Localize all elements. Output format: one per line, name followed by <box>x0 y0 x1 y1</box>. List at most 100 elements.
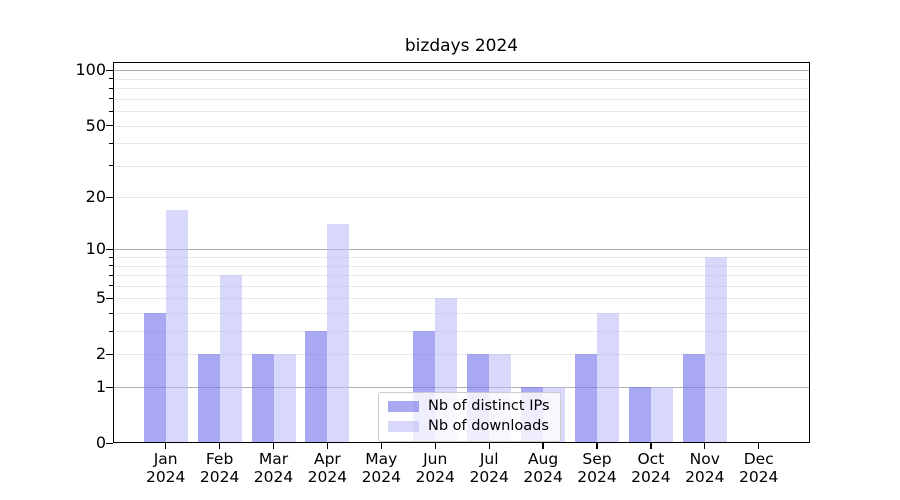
x-tick-year: 2024 <box>631 468 671 486</box>
y-minor-tick <box>109 110 113 112</box>
y-minor-tick <box>109 142 113 144</box>
bar-downloads-oct <box>650 387 673 443</box>
y-minor-tick <box>109 353 113 355</box>
bar-downloads-jan <box>165 209 188 443</box>
y-tick-label: 10 <box>85 239 106 259</box>
x-tick-label: Nov 2024 <box>677 450 733 486</box>
x-tick <box>434 443 436 449</box>
bar-distinct-ips-jan <box>143 313 166 443</box>
x-tick-month: Jun <box>423 450 448 468</box>
y-gridline-minor <box>113 313 810 314</box>
y-tick-label: 20 <box>85 187 106 207</box>
x-tick-month: Oct <box>637 450 665 468</box>
x-tick-year: 2024 <box>685 468 725 486</box>
y-gridline-minor <box>113 165 810 167</box>
y-tick <box>106 386 113 388</box>
x-tick-month: Nov <box>689 450 720 468</box>
x-tick-label: Oct 2024 <box>623 450 679 486</box>
x-tick <box>542 443 544 449</box>
y-minor-tick <box>109 330 113 332</box>
x-tick-month: Sep <box>582 450 612 468</box>
y-minor-tick <box>109 265 113 267</box>
legend-label-downloads: Nb of downloads <box>428 418 549 434</box>
y-gridline-minor <box>113 265 810 267</box>
y-tick-label: 1 <box>95 377 106 396</box>
x-tick-month: Apr <box>313 450 341 468</box>
x-tick-year: 2024 <box>577 468 617 486</box>
x-tick-month: Aug <box>527 450 559 468</box>
y-gridline-minor <box>113 285 810 287</box>
x-tick <box>596 443 598 449</box>
bar-distinct-ips-oct <box>628 387 651 443</box>
legend-swatch-downloads <box>388 421 419 432</box>
y-tick-label: 0 <box>95 433 106 452</box>
x-tick-month: Dec <box>743 450 774 468</box>
legend-label-distinct-ips: Nb of distinct IPs <box>428 398 550 414</box>
y-minor-tick <box>109 78 113 80</box>
y-tick-label: 2 <box>95 344 106 364</box>
x-tick-label: Apr 2024 <box>299 450 355 486</box>
legend-swatch-distinct-ips <box>388 401 419 412</box>
bar-downloads-apr <box>327 224 350 443</box>
y-minor-tick <box>109 256 113 258</box>
x-tick-year: 2024 <box>199 468 240 486</box>
x-tick-year: 2024 <box>738 468 779 486</box>
legend: Nb of distinct IPs Nb of downloads <box>378 392 561 442</box>
legend-item-distinct-ips: Nb of distinct IPs <box>388 398 550 415</box>
bar-distinct-ips-mar <box>251 354 274 443</box>
x-tick-label: Jun 2024 <box>407 450 463 486</box>
y-tick <box>106 442 113 444</box>
x-tick-year: 2024 <box>307 468 348 486</box>
x-tick-label: Jul 2024 <box>461 450 517 486</box>
y-minor-tick <box>109 285 113 287</box>
x-tick-label: Mar 2024 <box>246 450 302 486</box>
y-minor-tick <box>109 98 113 100</box>
y-minor-tick <box>109 196 113 198</box>
y-gridline-major <box>113 70 810 72</box>
y-gridline-minor <box>113 88 810 90</box>
y-gridline-minor <box>113 125 810 127</box>
x-tick-month: Jan <box>153 450 178 468</box>
x-tick-year: 2024 <box>523 468 563 486</box>
y-minor-tick <box>109 125 113 126</box>
y-gridline-minor <box>113 197 810 199</box>
y-tick <box>106 69 113 72</box>
y-minor-tick <box>109 274 113 276</box>
y-gridline-major <box>113 387 810 388</box>
y-gridline-minor <box>113 78 810 80</box>
x-tick <box>650 443 652 449</box>
y-tick-label: 5 <box>95 288 106 308</box>
x-tick-label: Dec 2024 <box>731 450 787 486</box>
y-tick <box>106 248 113 251</box>
bar-distinct-ips-nov <box>682 354 705 443</box>
bar-distinct-ips-apr <box>305 331 328 443</box>
y-tick-label: 50 <box>85 115 106 135</box>
x-tick-label: Sep 2024 <box>569 450 625 486</box>
x-tick <box>272 443 275 449</box>
y-minor-tick <box>109 297 113 299</box>
bar-downloads-sep <box>597 313 619 443</box>
chart-title: bizdays 2024 <box>404 36 519 56</box>
x-tick-label: Aug 2024 <box>515 450 571 486</box>
x-tick <box>704 443 706 449</box>
x-tick <box>380 443 382 449</box>
x-tick-label: May 2024 <box>353 450 409 486</box>
x-tick-month: May <box>365 450 398 468</box>
y-gridline-minor <box>113 98 810 100</box>
y-gridline-minor <box>113 275 810 277</box>
y-minor-tick <box>109 312 113 314</box>
x-tick-month: Mar <box>258 450 289 468</box>
x-tick-label: Feb 2024 <box>192 450 248 486</box>
x-tick-year: 2024 <box>145 468 186 486</box>
y-minor-tick <box>109 87 113 89</box>
x-tick <box>488 443 490 449</box>
x-tick <box>758 443 760 449</box>
bar-distinct-ips-feb <box>197 354 220 443</box>
x-tick <box>165 443 167 449</box>
x-tick-year: 2024 <box>253 468 294 486</box>
x-tick-year: 2024 <box>361 468 402 486</box>
x-tick <box>218 443 221 449</box>
x-tick-year: 2024 <box>469 468 509 486</box>
y-gridline-minor <box>113 111 810 113</box>
